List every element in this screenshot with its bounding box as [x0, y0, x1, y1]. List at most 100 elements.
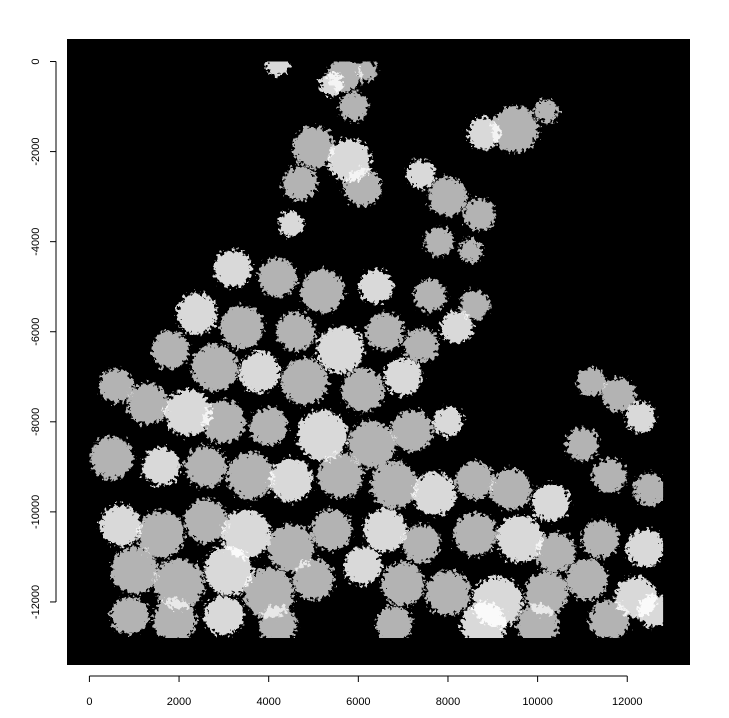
raster-cell [317, 453, 363, 499]
raster-cell [460, 289, 490, 320]
raster-cell [370, 461, 418, 509]
raster-cell [90, 436, 134, 480]
raster-cell [267, 524, 315, 572]
raster-cell [406, 159, 436, 189]
y-tick-label: -4000 [30, 228, 42, 256]
raster-cell [269, 458, 313, 502]
raster-cell [601, 377, 636, 412]
raster-cell [281, 357, 328, 405]
raster-cell [566, 558, 608, 601]
raster-cell [191, 344, 239, 392]
y-tick-label: 0 [30, 58, 42, 64]
raster-cell [491, 105, 539, 153]
raster-cell [214, 249, 252, 288]
raster-cell [127, 383, 169, 425]
raster-cell [319, 72, 344, 96]
raster-cell [589, 600, 630, 638]
raster-cell [463, 198, 496, 231]
raster-cell [363, 508, 407, 552]
raster-cell [535, 532, 576, 573]
raster-cell [458, 239, 483, 263]
y-tick-label: -6000 [30, 318, 42, 346]
raster-cell [153, 558, 205, 610]
raster-cell [204, 546, 253, 595]
raster-cell [317, 326, 364, 374]
raster-cell [239, 351, 281, 393]
raster-cell [204, 595, 244, 636]
y-tick-label: -12000 [30, 585, 42, 619]
raster-cell [633, 473, 664, 506]
raster-cell [391, 410, 433, 452]
raster-cell [592, 458, 627, 493]
raster-cell [142, 448, 180, 486]
raster-cell [428, 177, 468, 216]
raster-cell [376, 606, 413, 638]
raster-cell [151, 330, 189, 369]
raster-cell [258, 258, 297, 297]
raster-cell [384, 357, 422, 396]
raster-cell [381, 562, 425, 606]
raster-cell [258, 605, 297, 638]
raster-cell [276, 312, 315, 352]
raster-cell [343, 547, 382, 585]
raster-cell [266, 61, 290, 76]
raster-cell [100, 504, 142, 547]
raster-cell [341, 368, 385, 412]
raster-cell [625, 402, 656, 433]
y-tick-label: -10000 [30, 495, 42, 529]
raster-cell [496, 515, 543, 563]
raster-cell [297, 410, 348, 461]
raster-cell [357, 61, 378, 81]
x-axis: 0 2000 4000 6000 8000 10000 12000 [86, 675, 643, 708]
raster-cell [413, 279, 447, 312]
raster-cell [467, 117, 500, 150]
raster-cell [638, 594, 664, 628]
raster-cell [402, 524, 440, 563]
raster-cell [456, 461, 494, 500]
raster-cell [490, 468, 532, 510]
x-tick-label: 12000 [612, 696, 643, 708]
raster-cell [343, 168, 382, 207]
raster-cell [440, 311, 474, 344]
raster-cell [359, 269, 394, 304]
raster-cell [433, 407, 463, 437]
raster-cell [185, 446, 227, 488]
raster-cell [176, 293, 218, 334]
raster-cell [202, 400, 246, 444]
raster-cell [300, 269, 344, 313]
raster-cell [453, 512, 497, 556]
x-tick-label: 0 [86, 696, 92, 708]
raster-cell [577, 366, 606, 396]
raster-cell [137, 511, 185, 558]
y-tick-label: -8000 [30, 408, 42, 436]
raster-cell [404, 328, 439, 363]
raster-cell [227, 452, 275, 500]
x-tick-label: 10000 [522, 696, 553, 708]
raster-cell [310, 509, 353, 551]
raster-cell [534, 99, 559, 123]
x-tick-label: 6000 [346, 696, 370, 708]
raster-cell [249, 407, 288, 446]
raster-cell [348, 421, 396, 468]
raster-cell [164, 389, 212, 437]
raster-cell [243, 567, 294, 619]
x-tick-label: 8000 [436, 696, 460, 708]
raster-cell [339, 92, 369, 121]
raster-cell [525, 571, 569, 615]
raster-cell [220, 305, 264, 349]
raster-cell [110, 547, 158, 594]
raster-cell [278, 211, 304, 237]
raster-cell [461, 602, 507, 638]
raster-cell [110, 596, 149, 635]
raster-cell [153, 598, 197, 638]
raster-cell [222, 510, 271, 559]
raster-cell [292, 558, 335, 601]
raster-cell [532, 484, 570, 522]
raster-cell [283, 166, 318, 201]
raster-cell [184, 499, 228, 543]
x-tick-label: 4000 [256, 696, 280, 708]
raster-cell [517, 603, 559, 638]
raster-cell [581, 520, 620, 558]
raster-cell [566, 428, 599, 461]
